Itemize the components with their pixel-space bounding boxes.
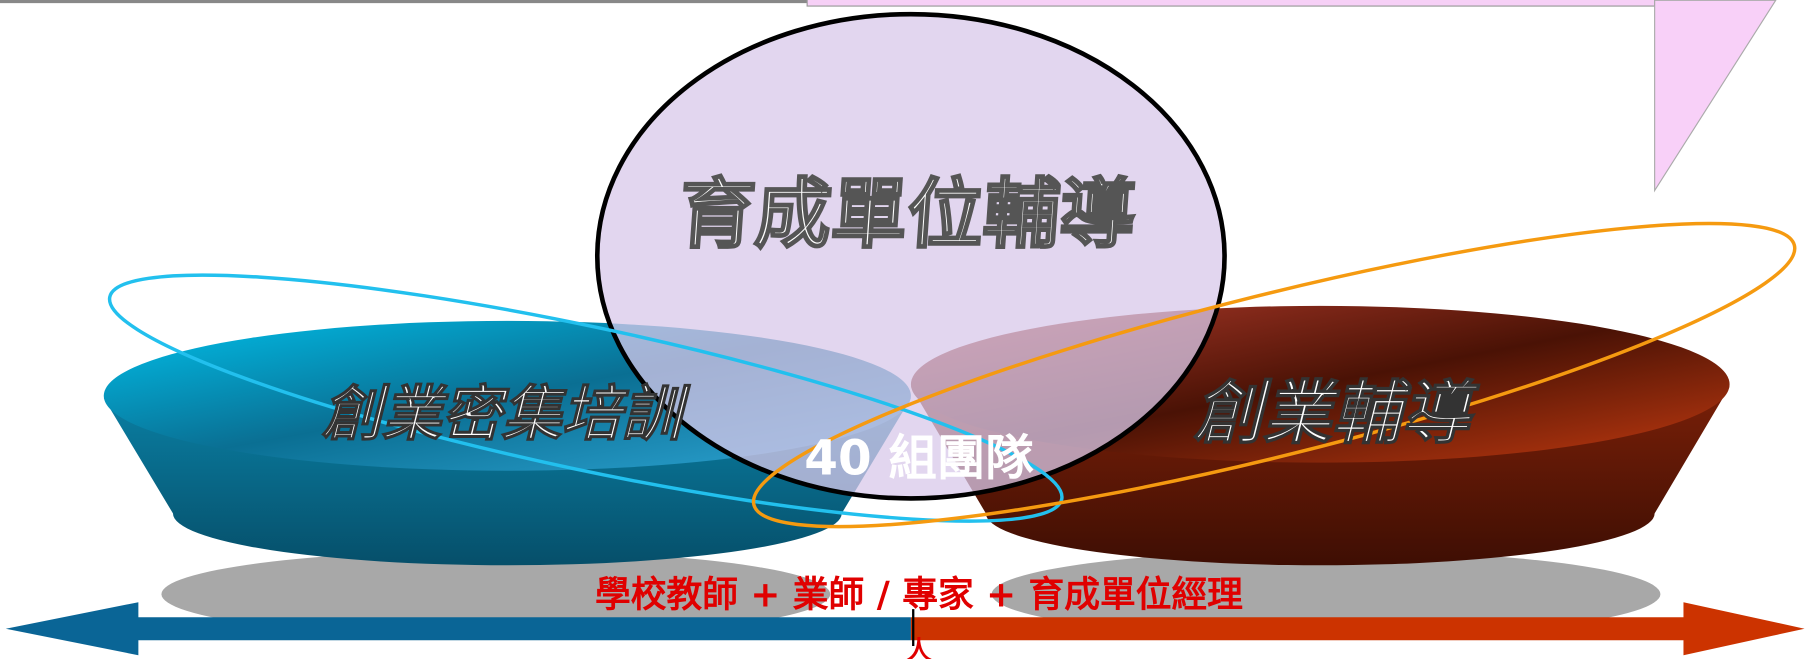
- orange-ring: [751, 221, 1797, 529]
- right-label: 創業輔導: [1193, 374, 1480, 454]
- right-arrow: [910, 602, 1805, 656]
- bottom-mark: 人: [906, 635, 932, 659]
- center-circle: [594, 11, 1227, 501]
- top-box: [806, 0, 1656, 7]
- center-label: 育成單位輔導: [676, 169, 1139, 258]
- overlap-label: 40 組團隊: [804, 431, 1034, 487]
- blue-ring: [107, 273, 1064, 523]
- left-label: 創業密集培訓: [322, 379, 692, 449]
- shadow: [991, 550, 1661, 638]
- pink-arrow: [1654, 0, 1777, 193]
- bottom-label: 學校教師 + 業師 / 專家 + 育成單位經理: [595, 574, 1243, 615]
- shadow: [161, 550, 831, 638]
- left-arrow: [5, 602, 911, 656]
